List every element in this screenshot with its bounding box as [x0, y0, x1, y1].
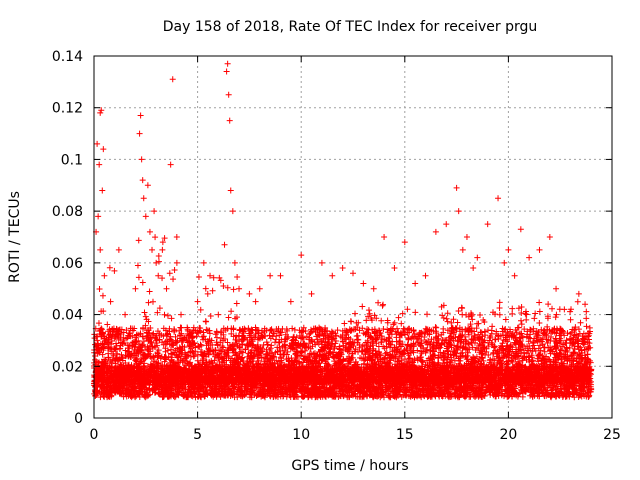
data-point: [583, 308, 590, 315]
data-point: [139, 279, 146, 286]
data-point: [195, 273, 202, 280]
data-point: [271, 354, 278, 361]
data-point: [359, 303, 366, 310]
data-point: [210, 274, 217, 281]
data-point: [154, 328, 161, 335]
data-point: [518, 317, 525, 324]
data-point: [523, 311, 530, 318]
data-point: [518, 304, 525, 311]
data-point: [99, 292, 106, 299]
data-point: [379, 302, 386, 309]
data-point: [152, 234, 159, 241]
data-point: [424, 311, 431, 318]
data-points: [91, 60, 595, 401]
data-point: [155, 253, 162, 260]
data-point: [390, 321, 397, 328]
data-point: [379, 336, 386, 343]
data-point: [331, 358, 338, 365]
data-point: [203, 326, 210, 333]
data-point: [334, 327, 341, 334]
data-point: [424, 346, 431, 353]
data-point: [443, 315, 450, 322]
data-point: [202, 285, 209, 292]
data-point: [496, 299, 503, 306]
data-point: [141, 309, 148, 316]
data-point: [391, 319, 398, 326]
data-point: [203, 318, 210, 325]
data-point: [145, 318, 152, 325]
data-point: [521, 326, 528, 333]
data-point: [499, 325, 506, 332]
data-point: [225, 314, 232, 321]
data-point: [536, 299, 543, 306]
data-point: [583, 323, 590, 330]
data-point: [545, 301, 552, 308]
data-point: [444, 318, 451, 325]
data-point: [155, 258, 162, 265]
data-point: [536, 319, 543, 326]
data-point: [577, 319, 584, 326]
data-point: [106, 264, 113, 271]
data-point: [233, 300, 240, 307]
data-point: [266, 332, 273, 339]
data-point: [535, 358, 542, 365]
data-point: [395, 314, 402, 321]
data-point: [131, 346, 138, 353]
data-point: [300, 324, 307, 331]
data-point: [146, 288, 153, 295]
data-point: [352, 310, 359, 317]
data-point: [230, 286, 237, 293]
data-point: [95, 320, 102, 327]
data-point: [209, 287, 216, 294]
data-point: [171, 267, 178, 274]
data-point: [433, 324, 440, 331]
data-point: [341, 320, 348, 327]
data-point: [142, 322, 149, 329]
data-point: [440, 314, 447, 321]
data-point: [134, 262, 141, 269]
data-point: [380, 326, 387, 333]
data-point: [496, 304, 503, 311]
data-point: [459, 305, 466, 312]
data-point: [159, 275, 166, 282]
data-point: [220, 282, 227, 289]
data-point: [459, 311, 466, 318]
data-point: [509, 305, 516, 312]
